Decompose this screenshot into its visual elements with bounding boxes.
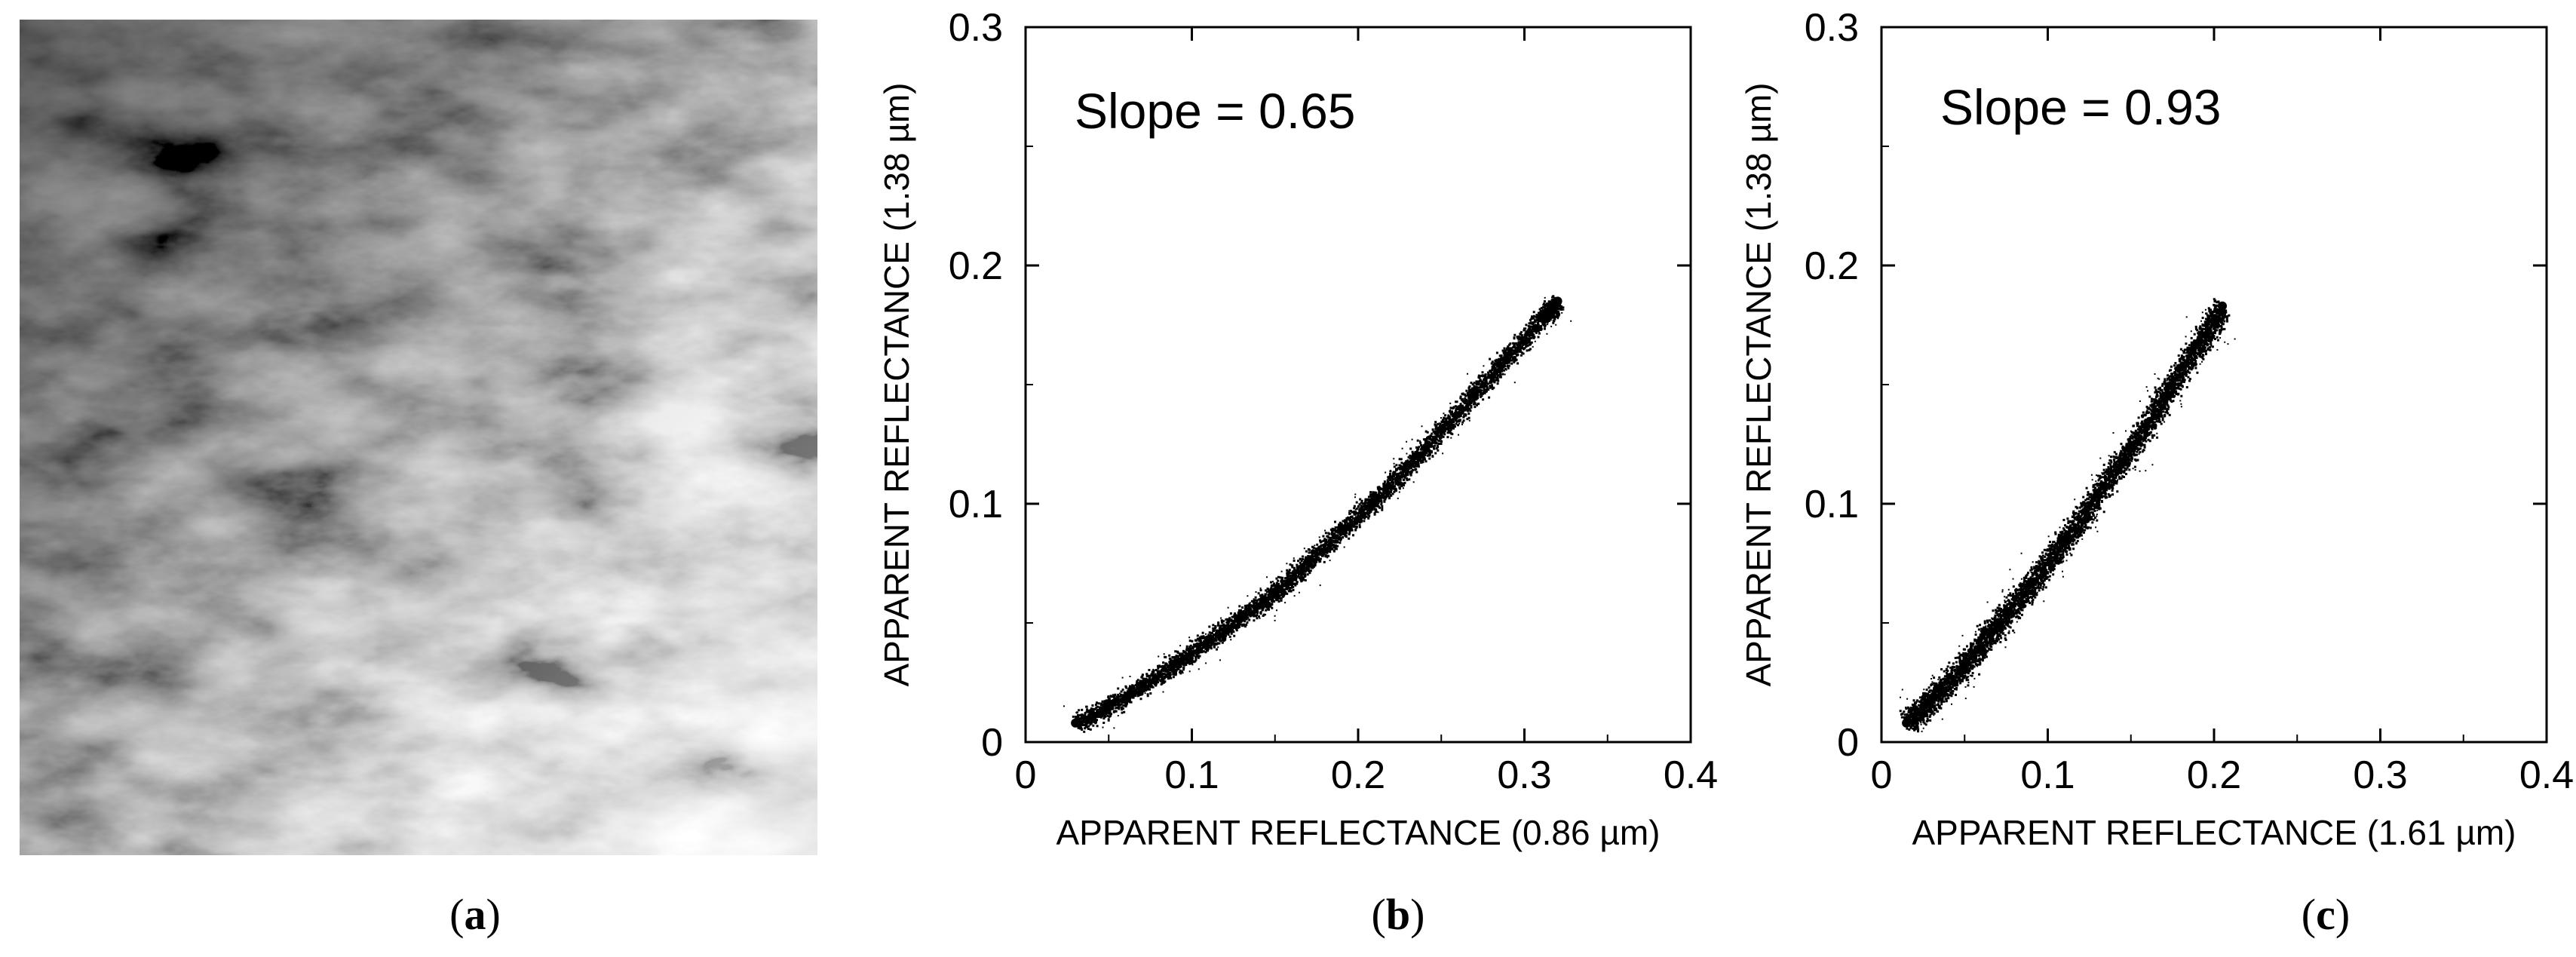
cloud-image-bright-overlay: [20, 20, 817, 855]
chart-c-ytick-label: 0: [1837, 721, 1859, 765]
panel-label-c: (c): [2302, 890, 2350, 939]
chart-b-xtick-label: 0.4: [1664, 753, 1718, 797]
chart-b-ytick-label: 0.1: [949, 483, 1003, 526]
chart-b-xtick-label: 0.2: [1331, 753, 1385, 797]
chart-c-ytick-label: 0.3: [1805, 6, 1859, 50]
chart-c-scatter-cloud: [1899, 298, 2231, 733]
chart-b-ytick-label: 0.2: [949, 244, 1003, 288]
chart-c-ytick-label: 0.2: [1805, 244, 1859, 288]
chart-c-xtick-label: 0.2: [2187, 753, 2241, 797]
chart-b-ytick-label: 0.3: [949, 6, 1003, 50]
chart-b-slope-annotation: Slope = 0.65: [1075, 83, 1355, 139]
panel-a-image: [20, 20, 817, 855]
chart-b-xlabel: APPARENT REFLECTANCE (0.86 µm): [1056, 813, 1660, 852]
chart-b-xtick-label: 0.1: [1164, 753, 1219, 797]
chart-c-xtick-label: 0.1: [2020, 753, 2075, 797]
chart-c-scatter-points: [1899, 298, 2236, 733]
chart-b-ytick-label: 0: [981, 721, 1003, 765]
chart-b-ylabel: APPARENT REFLECTANCE (1.38 µm): [877, 82, 916, 686]
chart-c-ytick-label: 0.1: [1805, 483, 1859, 526]
panel-label-b: (b): [1372, 890, 1425, 939]
chart-c-ylabel: APPARENT REFLECTANCE (1.38 µm): [1739, 82, 1778, 686]
panel-label-a: (a): [449, 890, 501, 939]
chart-b-xtick-label: 0.3: [1497, 753, 1551, 797]
chart-b-scatter-cloud: [1072, 295, 1565, 733]
chart-c-xlabel: APPARENT REFLECTANCE (1.61 µm): [1912, 813, 2516, 852]
chart-c-xtick-label: 0.3: [2353, 753, 2407, 797]
chart-b-scatter-points: [1063, 295, 1572, 733]
chart-c-xtick-label: 0.4: [2519, 753, 2574, 797]
chart-c-xtick-label: 0: [1871, 753, 1893, 797]
chart-b-xtick-label: 0: [1015, 753, 1037, 797]
chart-c: 0 0.1 0.2 0.3 0.4 0 0.1 0.2 0.3 APPARENT REFLECTA…: [1739, 6, 2574, 852]
chart-b: 0 0.1 0.2 0.3 0.4 0 0.1 0.2 0.3 APPARENT REFLECTA…: [877, 6, 1718, 852]
chart-c-slope-annotation: Slope = 0.93: [1940, 79, 2221, 135]
